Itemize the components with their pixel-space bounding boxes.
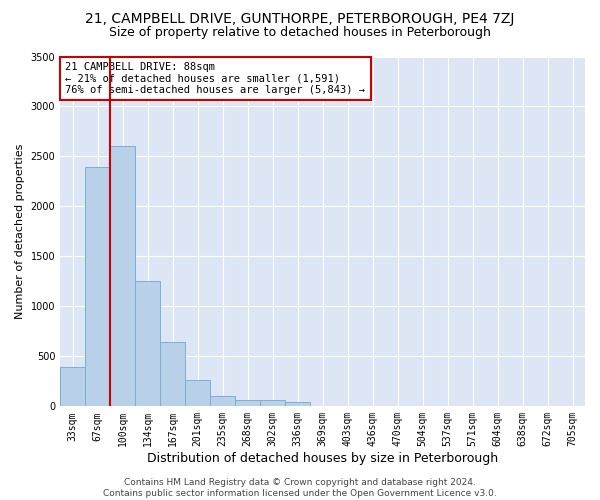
Text: 21, CAMPBELL DRIVE, GUNTHORPE, PETERBOROUGH, PE4 7ZJ: 21, CAMPBELL DRIVE, GUNTHORPE, PETERBORO… — [85, 12, 515, 26]
Bar — [135, 282, 160, 406]
Bar — [60, 368, 85, 406]
Bar — [235, 400, 260, 406]
Bar — [285, 402, 310, 406]
X-axis label: Distribution of detached houses by size in Peterborough: Distribution of detached houses by size … — [147, 452, 498, 465]
Bar — [160, 342, 185, 406]
Y-axis label: Number of detached properties: Number of detached properties — [15, 144, 25, 319]
Bar — [185, 380, 210, 406]
Text: 21 CAMPBELL DRIVE: 88sqm
← 21% of detached houses are smaller (1,591)
76% of sem: 21 CAMPBELL DRIVE: 88sqm ← 21% of detach… — [65, 62, 365, 95]
Text: Contains HM Land Registry data © Crown copyright and database right 2024.
Contai: Contains HM Land Registry data © Crown c… — [103, 478, 497, 498]
Bar — [210, 396, 235, 406]
Text: Size of property relative to detached houses in Peterborough: Size of property relative to detached ho… — [109, 26, 491, 39]
Bar — [85, 168, 110, 406]
Bar — [260, 400, 285, 406]
Bar — [110, 146, 135, 406]
